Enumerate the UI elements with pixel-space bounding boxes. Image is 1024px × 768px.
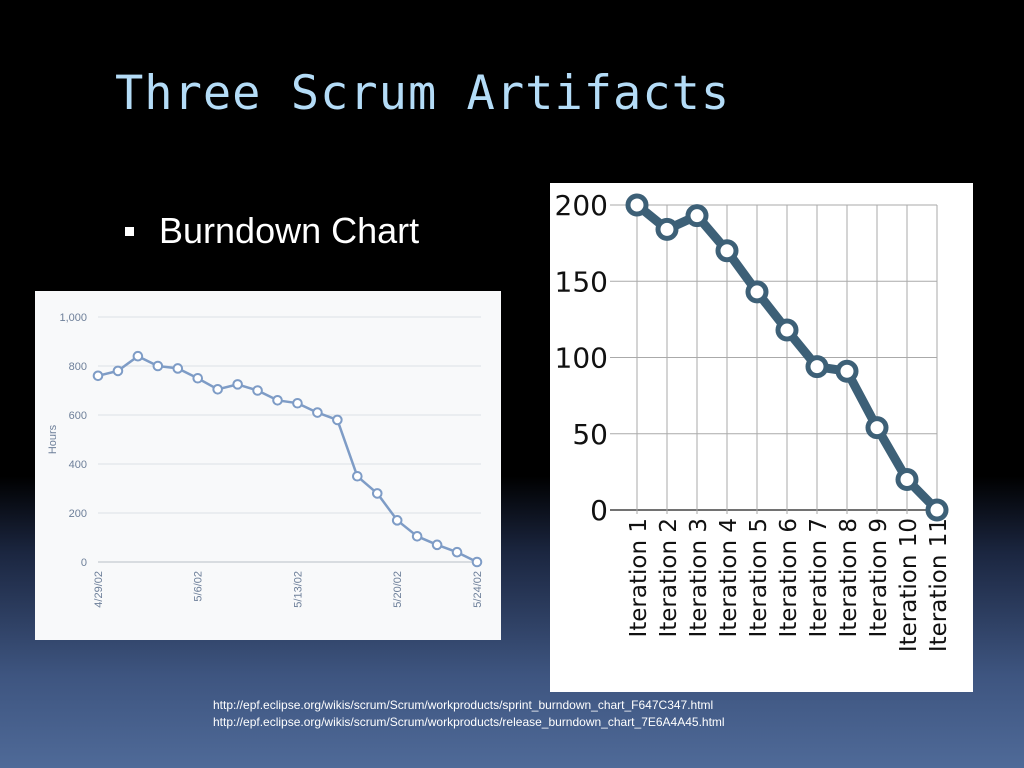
release-burndown-chart: 0 50 100 150 200 Iteration 1 Iteration 2 Iterat… — [550, 183, 973, 692]
x-tick-label: 5/13/02 — [292, 571, 304, 608]
data-point — [391, 515, 403, 526]
data-point — [332, 414, 343, 426]
data-point — [312, 407, 323, 418]
x-tick-label: 5/24/02 — [472, 571, 484, 608]
y-tick-label: 50 — [572, 418, 608, 451]
x-category-label: Iteration 4 — [716, 518, 742, 638]
data-point — [685, 204, 709, 228]
series-line — [97, 354, 478, 564]
data-point — [252, 385, 263, 396]
x-category-label: Iteration 2 — [656, 518, 682, 638]
data-point — [625, 193, 649, 217]
slide-title: Three Scrum Artifacts — [115, 66, 731, 121]
data-point — [895, 468, 919, 491]
x-category-label: Iteration 6 — [776, 518, 802, 638]
x-category-label: Iteration 7 — [806, 518, 832, 638]
x-category-label: Iteration 11 — [926, 518, 952, 652]
bullet-item: Burndown Chart — [125, 210, 419, 252]
data-point — [411, 530, 423, 542]
x-tick-label: 5/6/02 — [193, 571, 205, 602]
data-point — [92, 370, 104, 382]
source-links: http://epf.eclipse.org/wikis/scrum/Scrum… — [213, 697, 725, 731]
y-tick-label: 600 — [69, 410, 87, 422]
data-point — [352, 470, 363, 482]
y-tick-label: 1,000 — [59, 312, 87, 324]
sprint-burndown-svg: 0 200 400 600 800 1,000 Hours 4/29/02 5/6/02 5/13… — [47, 312, 484, 608]
data-point — [152, 360, 164, 372]
data-point — [232, 379, 243, 390]
data-point — [835, 359, 859, 383]
data-point — [451, 546, 463, 558]
x-category-label: Iteration 1 — [626, 518, 652, 638]
data-point — [212, 383, 223, 395]
x-tick-label: 5/20/02 — [392, 571, 404, 608]
y-tick-label: 100 — [555, 342, 608, 375]
source-link-release[interactable]: http://epf.eclipse.org/wikis/scrum/Scrum… — [213, 715, 725, 729]
x-category-label: Iteration 9 — [866, 518, 892, 638]
data-point — [272, 395, 283, 406]
y-tick-label: 800 — [69, 361, 87, 373]
x-category-label: Iteration 8 — [836, 518, 862, 638]
data-point — [925, 498, 949, 522]
data-point — [805, 355, 829, 379]
bullet-text: Burndown Chart — [159, 210, 420, 251]
y-tick-label: 200 — [555, 189, 608, 222]
data-point — [431, 539, 443, 551]
data-point — [865, 416, 889, 440]
data-point — [745, 280, 769, 304]
x-tick-label: 4/29/02 — [93, 571, 105, 608]
y-tick-label: 0 — [81, 557, 87, 569]
y-tick-label: 200 — [69, 508, 87, 520]
data-point — [655, 217, 679, 241]
square-bullet-icon — [125, 226, 134, 236]
y-tick-label: 0 — [590, 494, 608, 527]
data-point — [192, 372, 204, 384]
data-point — [371, 488, 383, 499]
source-link-sprint[interactable]: http://epf.eclipse.org/wikis/scrum/Scrum… — [213, 698, 714, 712]
x-category-label: Iteration 10 — [896, 518, 922, 652]
x-category-label: Iteration 3 — [686, 518, 712, 638]
y-tick-label: 150 — [555, 265, 608, 298]
y-tick-label: 400 — [69, 459, 87, 471]
data-point — [715, 239, 739, 263]
data-point — [112, 365, 124, 377]
data-point — [292, 397, 303, 409]
data-point — [132, 350, 144, 362]
sprint-burndown-chart: 0 200 400 600 800 1,000 Hours 4/29/02 5/6/02 5/13… — [35, 291, 501, 640]
data-point — [471, 556, 483, 568]
x-category-label: Iteration 5 — [746, 518, 772, 638]
data-point — [172, 363, 184, 374]
data-point — [775, 318, 799, 342]
y-axis-label: Hours — [47, 424, 59, 454]
